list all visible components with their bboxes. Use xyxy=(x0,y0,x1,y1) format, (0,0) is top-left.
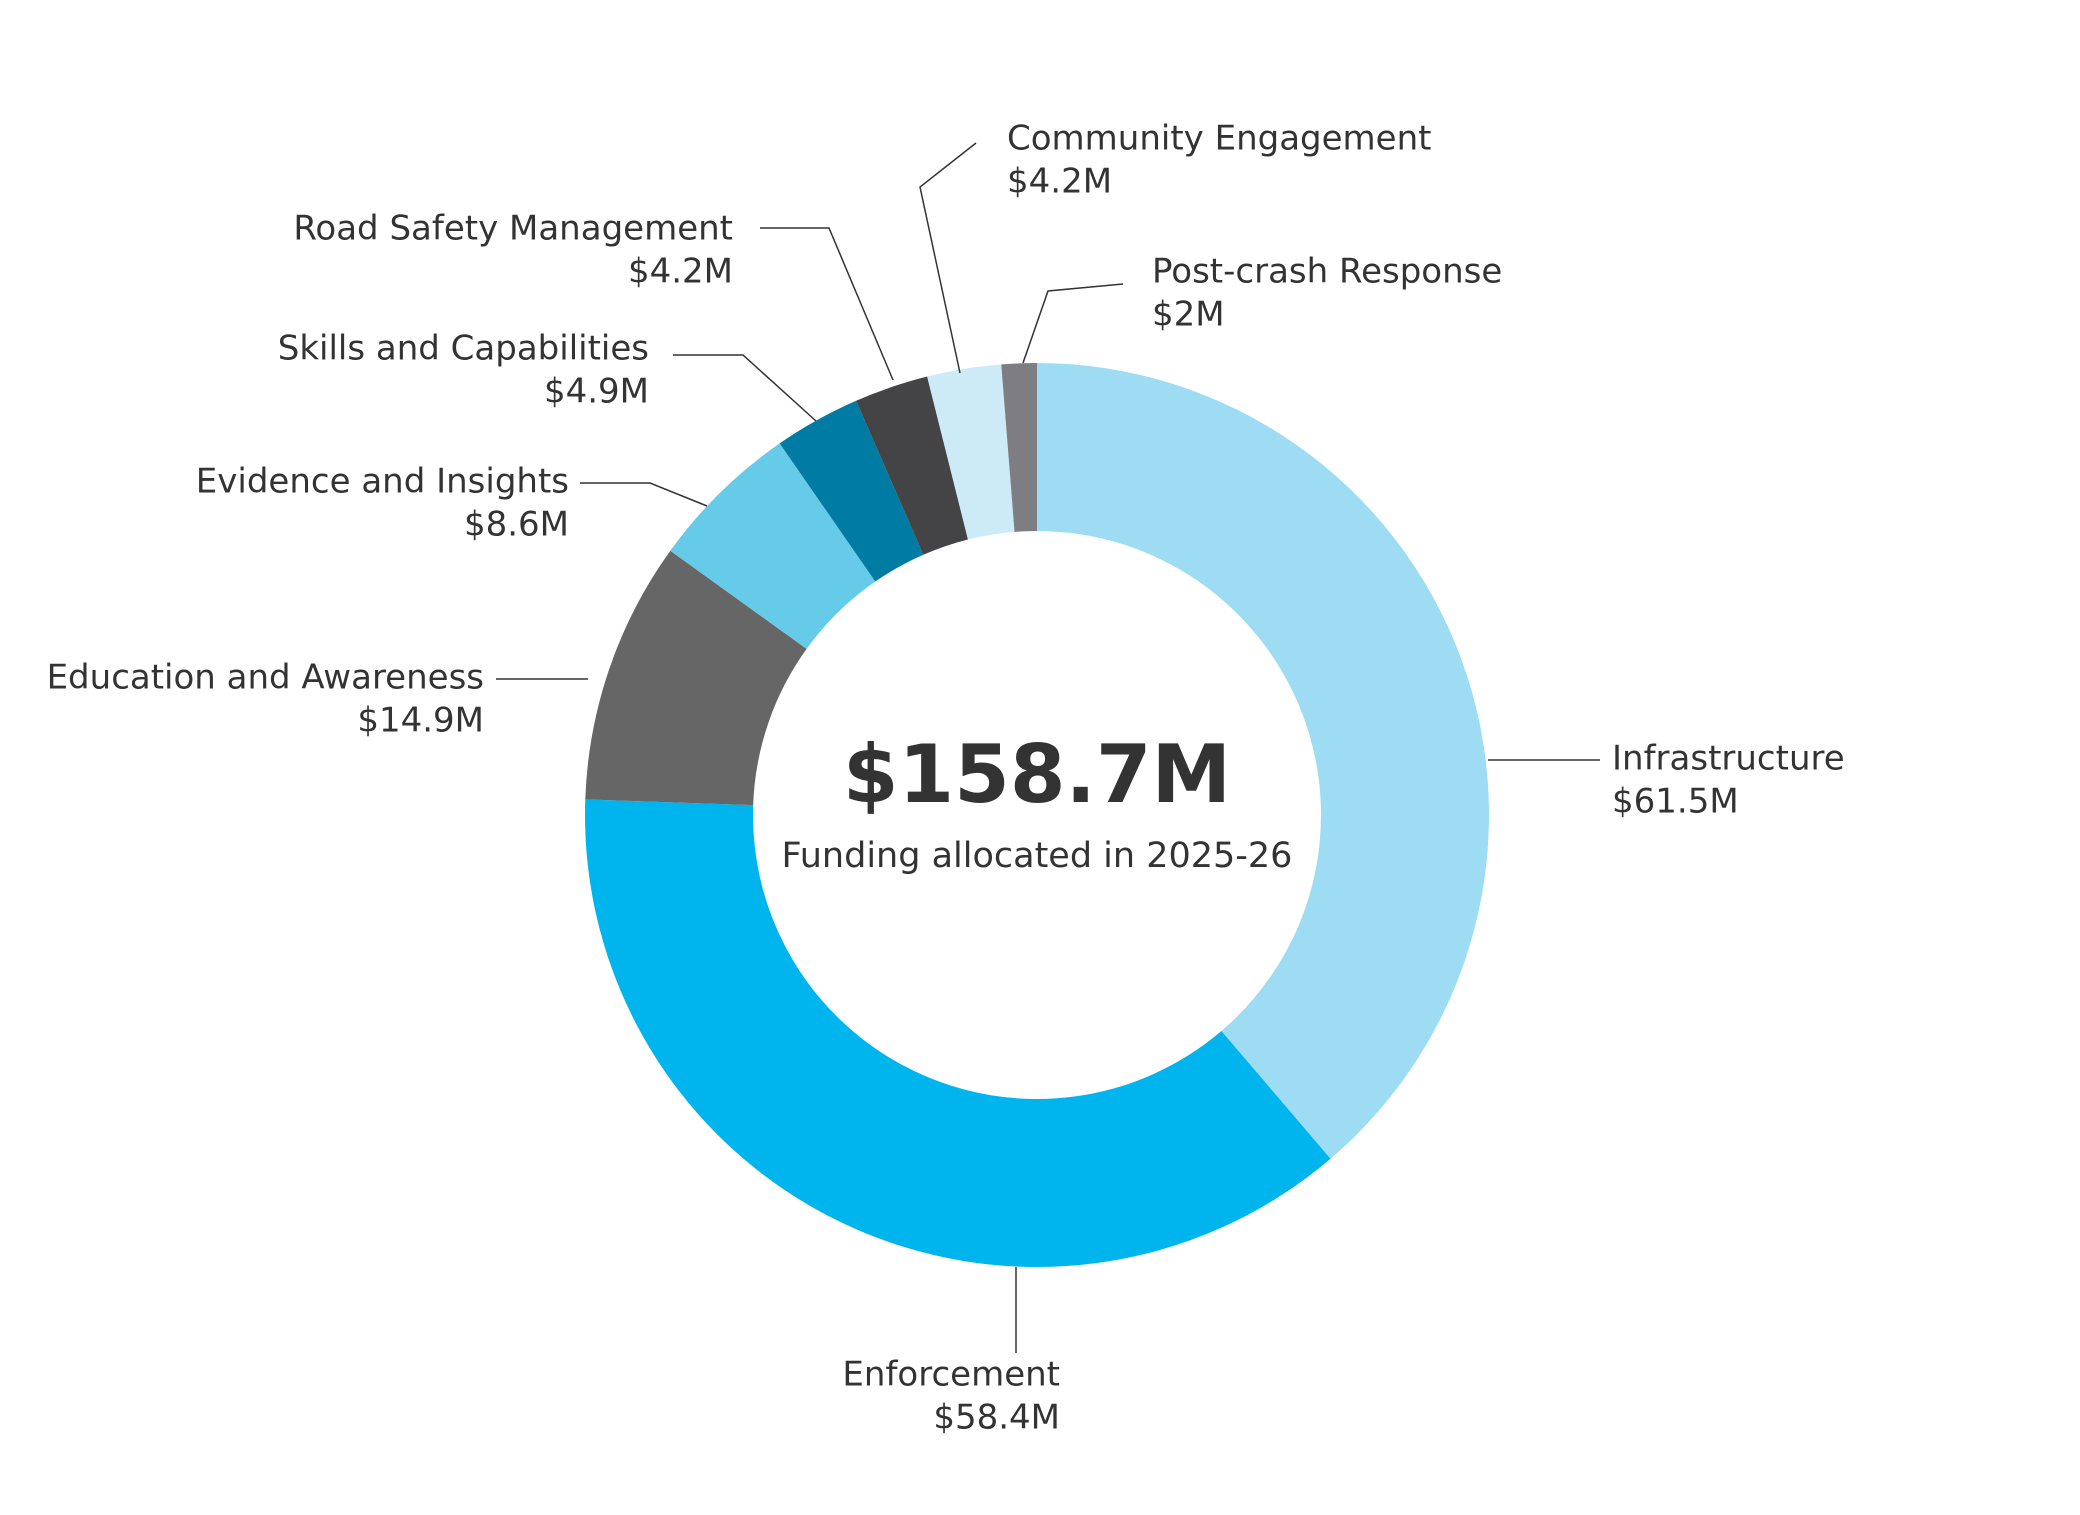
leader-line xyxy=(580,482,708,507)
donut-slice xyxy=(584,799,1331,1267)
slice-value-label: $8.6M xyxy=(464,505,569,545)
slice-label: Evidence and Insights xyxy=(196,462,569,502)
slice-label: Education and Awareness xyxy=(47,658,484,698)
slice-label: Skills and Capabilities xyxy=(278,329,649,369)
slice-value-label: $61.5M xyxy=(1612,782,1739,822)
slice-value-label: $58.4M xyxy=(933,1398,1060,1438)
leader-line xyxy=(1022,283,1124,364)
slice-label: Road Safety Management xyxy=(293,209,733,249)
leader-line xyxy=(760,227,894,381)
leader-line xyxy=(673,354,817,422)
slice-label: Infrastructure xyxy=(1612,739,1845,779)
slice-label: Post-crash Response xyxy=(1152,252,1502,292)
donut-slice xyxy=(779,400,924,582)
slice-value-label: $2M xyxy=(1152,295,1225,335)
slice-value-label: $14.9M xyxy=(357,701,484,741)
slice-value-label: $4.9M xyxy=(544,372,649,412)
donut-slice xyxy=(1001,363,1037,532)
center-title: $158.7M xyxy=(843,728,1231,821)
slice-value-label: $4.2M xyxy=(628,252,733,292)
slice-label: Enforcement xyxy=(842,1355,1060,1395)
donut-slice xyxy=(670,443,876,649)
donut-slice xyxy=(856,376,968,555)
leader-line xyxy=(919,142,977,374)
slice-value-label: $4.2M xyxy=(1007,162,1112,202)
center-subtitle: Funding allocated in 2025-26 xyxy=(782,836,1293,876)
slice-label: Community Engagement xyxy=(1007,119,1431,159)
donut-slice xyxy=(927,364,1015,540)
donut-slice xyxy=(1037,363,1489,1159)
donut-slice xyxy=(585,550,807,806)
